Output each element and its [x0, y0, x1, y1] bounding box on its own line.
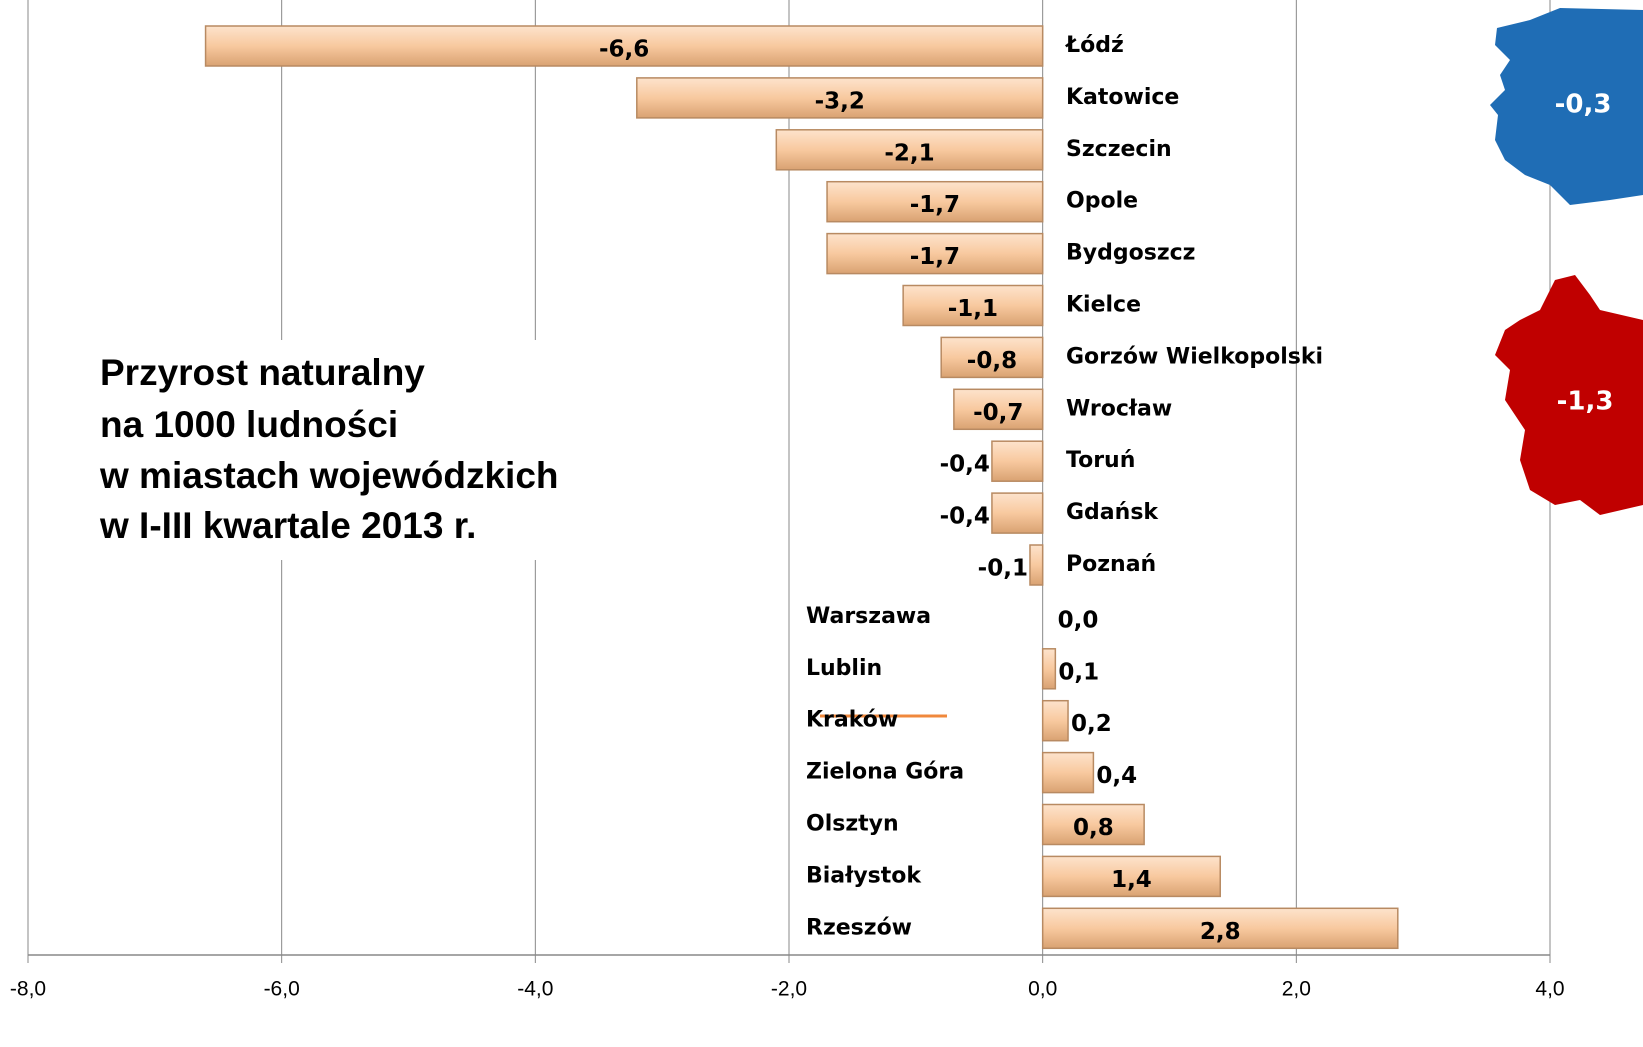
map-lubelskie: [1495, 275, 1643, 515]
bar: [204, 25, 1044, 67]
x-tick-label: -4,0: [517, 978, 553, 1001]
value-label: 0,2: [1071, 711, 1112, 737]
bar: [1041, 803, 1145, 846]
value-label: -0,8: [967, 348, 1017, 374]
bar: [775, 129, 1044, 171]
category-label: Poznań: [1066, 552, 1156, 577]
category-label: Białystok: [806, 863, 922, 888]
x-tick-label: -2,0: [771, 978, 807, 1001]
category-label: Kielce: [1066, 293, 1141, 318]
bar: [826, 232, 1044, 275]
value-label: -1,7: [910, 192, 960, 218]
chart-title: w miastach wojewódzkich: [99, 455, 559, 496]
category-label: Lublin: [806, 656, 882, 681]
value-label: -0,7: [973, 400, 1023, 426]
x-tick-label: -8,0: [10, 978, 46, 1001]
value-label: -2,1: [884, 140, 934, 166]
bar: [1041, 751, 1095, 794]
value-label: -1,1: [948, 296, 998, 322]
chart-title: Przyrost naturalny: [100, 352, 425, 393]
value-label: -6,6: [599, 37, 649, 63]
bar: [826, 180, 1044, 223]
map-label: -0,3: [1555, 90, 1612, 120]
category-label: Gdańsk: [1066, 500, 1159, 525]
category-label: Opole: [1066, 189, 1138, 214]
value-label: -0,4: [940, 452, 990, 478]
category-label: Kraków: [806, 708, 898, 733]
title-box: [85, 340, 640, 560]
category-label: Rzeszów: [806, 915, 912, 940]
value-label: -0,1: [978, 556, 1028, 582]
category-label: Bydgoszcz: [1066, 241, 1195, 266]
x-tick-label: 2,0: [1282, 978, 1311, 1001]
category-label: Warszawa: [806, 604, 931, 629]
category-label: Olsztyn: [806, 812, 899, 837]
chart-title: na 1000 ludności: [100, 404, 398, 445]
category-label: Szczecin: [1066, 137, 1172, 162]
value-label: 1,4: [1111, 867, 1152, 893]
value-label: 0,0: [1058, 607, 1099, 633]
value-label: 0,1: [1058, 659, 1099, 685]
value-label: 0,8: [1073, 815, 1114, 841]
chart-title: w I-III kwartale 2013 r.: [99, 505, 476, 546]
category-label: Gorzów Wielkopolski: [1066, 344, 1323, 369]
category-label: Zielona Góra: [806, 760, 964, 785]
bar: [953, 388, 1044, 431]
bar: [1041, 699, 1069, 742]
bar: [1029, 544, 1044, 586]
value-label: 2,8: [1200, 919, 1241, 945]
bar: [1041, 648, 1057, 690]
category-label: Łódź: [1065, 33, 1124, 58]
bar: [991, 440, 1044, 482]
value-label: -3,2: [815, 88, 865, 114]
category-label: Toruń: [1066, 448, 1135, 473]
map-label: -1,3: [1557, 387, 1614, 417]
bar: [1041, 855, 1221, 898]
value-label: -1,7: [910, 244, 960, 270]
value-label: -0,4: [940, 504, 990, 530]
value-label: 0,4: [1096, 763, 1137, 789]
bar: [991, 492, 1044, 534]
x-tick-label: 4,0: [1535, 978, 1564, 1001]
x-tick-label: 0,0: [1028, 978, 1057, 1001]
map-poland: [1490, 8, 1643, 205]
bar: [636, 77, 1044, 119]
category-label: Katowice: [1066, 85, 1179, 110]
bar: [1041, 907, 1399, 950]
x-tick-label: -6,0: [264, 978, 300, 1001]
category-label: Wrocław: [1066, 396, 1172, 421]
bar: [902, 284, 1044, 327]
bar: [940, 336, 1044, 379]
